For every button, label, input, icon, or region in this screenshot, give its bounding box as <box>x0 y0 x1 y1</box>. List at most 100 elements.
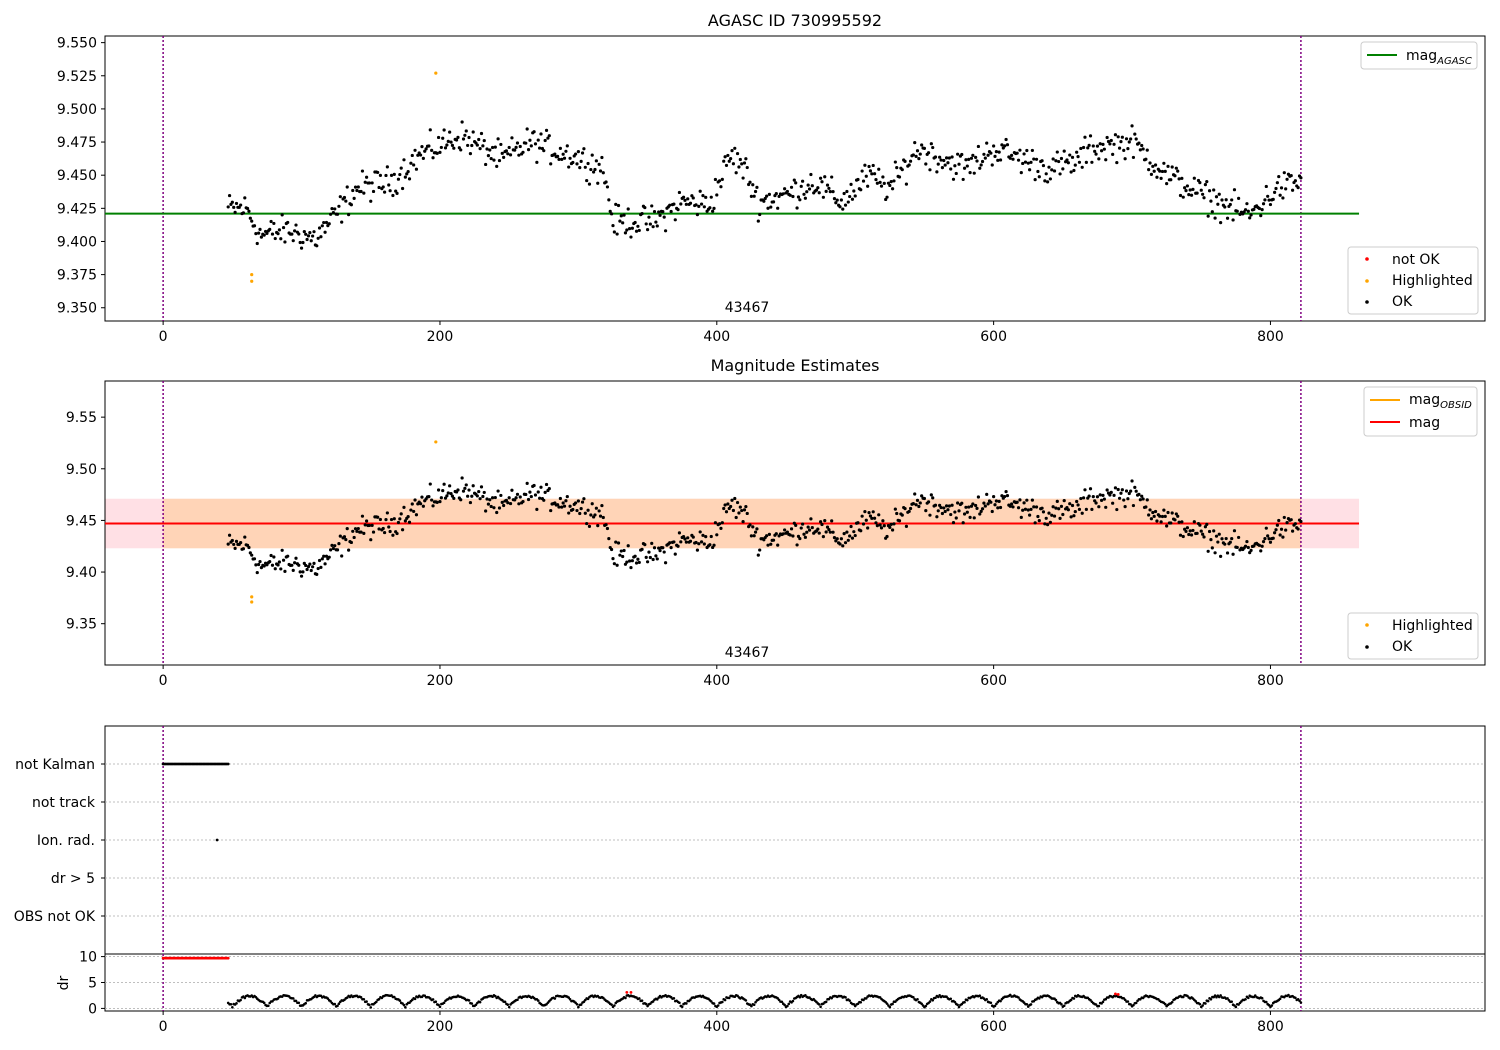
ok-point <box>872 516 877 520</box>
ok-point <box>1030 498 1034 502</box>
ok-point <box>407 177 412 181</box>
dr-point <box>723 998 727 1002</box>
ok-point <box>1019 171 1023 175</box>
dr-point <box>536 999 540 1002</box>
ok-point <box>234 201 239 206</box>
ok-point <box>294 556 298 560</box>
ok-point <box>817 531 821 535</box>
ok-point <box>283 240 287 244</box>
ok-point <box>1237 535 1241 540</box>
ok-point <box>319 565 323 569</box>
p2-legend-points: Highlighted OK <box>1347 612 1479 660</box>
dr-point <box>235 1002 238 1005</box>
ok-point <box>957 509 961 513</box>
ok-point <box>521 499 525 504</box>
ok-point <box>291 568 295 572</box>
ok-point <box>349 540 353 545</box>
dr-point <box>1260 996 1264 1000</box>
ok-point <box>715 193 719 197</box>
ok-point <box>1189 533 1194 537</box>
ok-point <box>969 156 974 160</box>
ok-point <box>907 163 911 167</box>
ok-point <box>1050 168 1054 172</box>
ok-point <box>1144 157 1148 161</box>
ok-point <box>329 548 333 552</box>
ok-point <box>257 562 261 567</box>
ok-point <box>479 485 484 489</box>
ok-point <box>594 159 598 163</box>
ok-point <box>378 173 383 177</box>
ok-point <box>695 548 700 552</box>
ok-point <box>304 232 308 236</box>
ok-point <box>814 188 819 192</box>
flag-label: dr > 5 <box>51 871 95 887</box>
ok-point <box>711 209 715 213</box>
ok-point <box>733 496 737 501</box>
ok-point <box>615 232 619 236</box>
ok-point <box>402 505 406 509</box>
ok-point <box>611 557 615 561</box>
ok-point <box>819 520 823 524</box>
ok-point <box>917 157 921 161</box>
ok-point <box>333 544 337 548</box>
ok-point <box>323 562 327 566</box>
ok-point <box>571 160 575 165</box>
ok-point <box>983 156 987 160</box>
ok-point <box>630 559 634 563</box>
ok-point <box>1158 169 1162 173</box>
ok-point <box>1228 540 1232 544</box>
ok-point <box>1199 529 1203 533</box>
ok-point <box>1003 144 1007 148</box>
ok-point <box>445 143 449 147</box>
ok-point <box>1181 534 1185 539</box>
ok-point <box>835 198 839 202</box>
ok-point <box>269 219 273 224</box>
dr-point <box>848 999 851 1002</box>
ok-point <box>985 492 989 496</box>
ok-point <box>942 158 946 163</box>
ok-point <box>1203 525 1208 529</box>
ok-point <box>892 179 896 183</box>
ok-point <box>713 177 718 182</box>
ok-point <box>975 159 979 163</box>
ok-point <box>795 543 799 547</box>
dr-point <box>506 1003 510 1006</box>
ok-point <box>1122 498 1126 502</box>
ok-point <box>870 172 874 176</box>
ok-point <box>1163 514 1167 519</box>
ok-point <box>1281 196 1285 200</box>
ok-point <box>1151 510 1155 515</box>
ok-point <box>413 148 417 152</box>
ok-point <box>359 530 363 534</box>
dr-point <box>953 1000 957 1004</box>
ok-point <box>1207 189 1212 193</box>
ok-point <box>1010 153 1014 157</box>
ok-point <box>868 514 873 518</box>
dr-point <box>337 1002 341 1005</box>
dr-point <box>1198 1002 1202 1006</box>
ok-point <box>903 507 907 511</box>
ok-point <box>406 515 410 519</box>
ok-point <box>608 209 612 213</box>
ok-point <box>1070 155 1075 159</box>
ok-point <box>1119 139 1123 144</box>
ok-point <box>1181 195 1185 199</box>
ok-point <box>1231 218 1235 222</box>
y-tick-label: 9.400 <box>57 234 97 250</box>
dr-point <box>928 1000 932 1003</box>
ok-point <box>1116 487 1120 492</box>
ok-point <box>878 180 882 184</box>
ok-point <box>489 504 493 509</box>
ok-point <box>1030 148 1034 153</box>
ok-point <box>443 146 448 150</box>
ok-point <box>709 195 713 199</box>
ok-point <box>1166 510 1170 515</box>
ok-point <box>410 502 414 506</box>
dr-red-point <box>629 990 633 994</box>
dr-point <box>1123 998 1127 1002</box>
ok-point <box>279 237 283 241</box>
ok-point <box>949 512 953 517</box>
dr-point <box>1209 997 1213 1001</box>
ok-point <box>986 502 990 506</box>
dr-point <box>362 997 366 1001</box>
